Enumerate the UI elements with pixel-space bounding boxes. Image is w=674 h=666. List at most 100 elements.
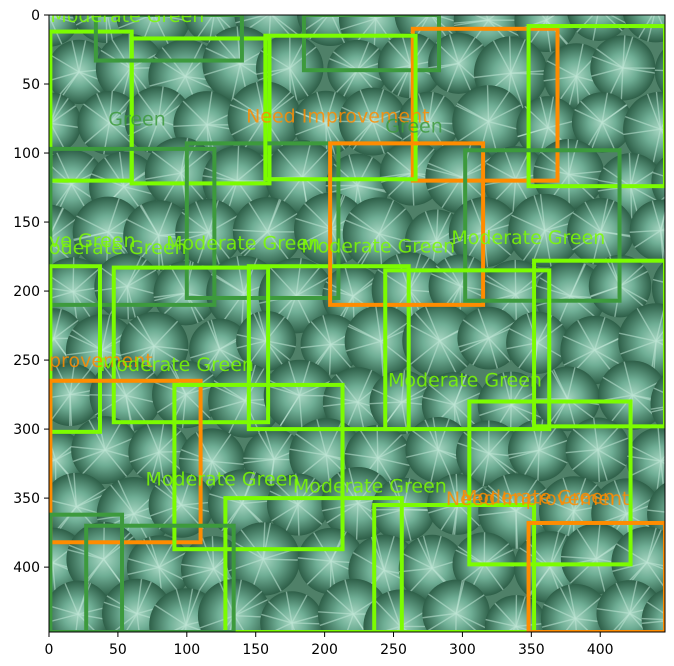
frond <box>566 367 576 400</box>
frond <box>568 139 579 175</box>
frond <box>414 312 441 342</box>
frond <box>345 340 382 352</box>
frond <box>121 0 154 14</box>
frond <box>401 385 430 403</box>
frond <box>484 488 517 512</box>
frond <box>352 552 385 571</box>
frond <box>49 123 66 151</box>
frond <box>575 76 580 110</box>
frond <box>60 71 80 99</box>
frond <box>539 277 571 297</box>
frond <box>641 620 665 625</box>
palm-crown <box>626 427 665 496</box>
detection-label: Need Improvement <box>446 488 630 510</box>
frond <box>422 612 457 619</box>
frond <box>236 340 267 349</box>
palm-crown <box>654 47 665 96</box>
frond <box>595 495 627 515</box>
x-tick-label: 250 <box>380 642 407 658</box>
frond <box>428 121 458 136</box>
frond <box>576 528 597 560</box>
frond <box>313 532 332 562</box>
frond <box>388 40 412 66</box>
frond <box>492 40 512 74</box>
frond <box>517 127 549 138</box>
frond <box>574 618 578 632</box>
frond <box>255 81 266 119</box>
frond <box>49 499 77 508</box>
frond <box>50 105 77 124</box>
frond <box>533 195 546 231</box>
frond <box>153 345 184 365</box>
frond <box>553 369 569 400</box>
frond <box>206 91 213 125</box>
x-axis: 0 50 100 150 200 250 300 350 400 <box>45 632 614 658</box>
frond <box>297 484 323 506</box>
frond <box>634 229 662 248</box>
frond <box>349 211 380 235</box>
frond <box>597 449 608 481</box>
frond <box>236 158 265 182</box>
frond <box>127 566 160 576</box>
frond <box>153 320 179 347</box>
frond <box>562 477 575 512</box>
frond <box>125 395 149 426</box>
frond <box>201 537 215 570</box>
frond <box>450 231 485 246</box>
frond <box>44 240 48 276</box>
x-tick-label: 50 <box>109 642 127 658</box>
frond <box>417 93 430 123</box>
frond <box>232 97 265 119</box>
frond <box>301 141 312 178</box>
frond <box>231 117 265 136</box>
frond <box>636 307 657 342</box>
frond <box>71 40 80 73</box>
frond <box>619 270 648 287</box>
frond <box>379 172 413 179</box>
frond <box>619 285 645 307</box>
frond <box>622 36 634 69</box>
frond <box>256 67 290 75</box>
frond <box>432 417 439 450</box>
frond <box>211 433 232 462</box>
frond <box>342 69 359 98</box>
frond <box>301 149 329 178</box>
frond <box>247 340 267 366</box>
frond <box>597 449 600 482</box>
frond <box>574 109 603 124</box>
frond <box>151 151 182 174</box>
frond <box>319 613 354 627</box>
frond <box>298 395 303 432</box>
frond <box>623 128 661 136</box>
frond <box>483 543 510 565</box>
frond <box>77 613 97 632</box>
frond <box>479 404 512 417</box>
frond <box>97 513 134 521</box>
frond <box>326 589 354 615</box>
frond <box>157 86 164 121</box>
frond <box>454 390 485 406</box>
detection-box-need <box>526 520 665 632</box>
palm-fronds <box>398 535 465 595</box>
frond <box>125 371 155 397</box>
frond <box>161 172 182 205</box>
frond <box>455 580 465 614</box>
frond <box>377 442 409 459</box>
frond <box>378 233 383 271</box>
detection-label: Green <box>385 115 443 137</box>
frond <box>67 473 78 507</box>
frond <box>560 555 597 560</box>
frond <box>215 0 226 13</box>
y-tick-label: 250 <box>13 353 40 369</box>
palm-fronds <box>129 421 190 483</box>
frond <box>49 15 80 25</box>
frond <box>49 97 69 124</box>
frond <box>455 594 485 615</box>
frond <box>646 601 665 615</box>
detection-label: Moderate Green <box>461 487 615 509</box>
frond <box>377 434 403 459</box>
frond <box>111 38 131 69</box>
frond <box>486 85 490 122</box>
frond <box>136 581 152 614</box>
frond <box>543 603 576 620</box>
